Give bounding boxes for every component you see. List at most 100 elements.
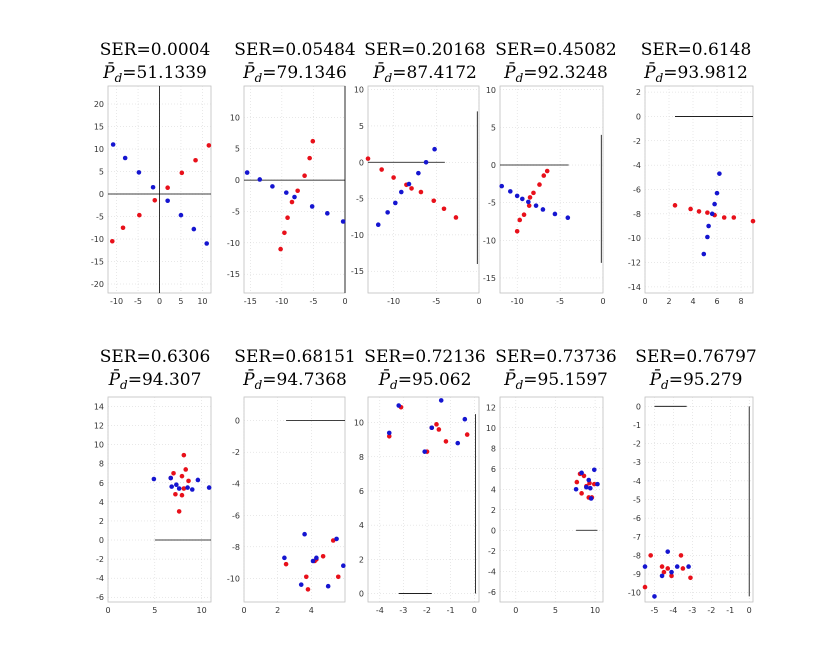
blue-data-point xyxy=(340,219,346,224)
y-tick-label: 2 xyxy=(636,88,641,97)
y-tick-label: -4 xyxy=(633,477,641,486)
subplot-title-ser: SER=0.05484 xyxy=(234,40,355,60)
blue-data-point xyxy=(399,189,404,195)
blue-data-point xyxy=(652,594,657,599)
red-data-point xyxy=(434,422,439,427)
y-tick-label: 15 xyxy=(94,123,104,132)
blue-data-point xyxy=(586,477,592,483)
red-data-point xyxy=(672,203,678,208)
blue-data-point xyxy=(709,211,715,217)
y-tick-label: 0 xyxy=(491,161,496,170)
red-data-point xyxy=(661,569,667,575)
x-tick-label: 2 xyxy=(275,606,280,615)
red-data-point xyxy=(179,170,185,176)
y-tick-label: -14 xyxy=(628,283,641,292)
y-tick-label: -10 xyxy=(351,231,364,240)
y-tick-label: -8 xyxy=(232,543,240,552)
x-tick-label: 5 xyxy=(553,606,558,615)
x-tick-label: 8 xyxy=(738,297,743,306)
blue-data-point xyxy=(282,555,287,561)
x-tick-label: 6 xyxy=(714,297,719,306)
red-data-point xyxy=(305,587,311,592)
blue-data-point xyxy=(195,477,201,483)
red-data-point xyxy=(688,206,693,212)
y-tick-label: -12 xyxy=(628,259,641,268)
red-data-point xyxy=(386,433,392,439)
x-tick-label: 0 xyxy=(747,606,752,615)
y-tick-label: 0 xyxy=(359,589,364,598)
x-tick-label: -5 xyxy=(432,297,440,306)
y-tick-label: 8 xyxy=(359,453,364,462)
y-tick-label: -6 xyxy=(232,511,240,520)
x-tick-label: -10 xyxy=(387,297,400,306)
blue-data-point xyxy=(423,159,429,165)
red-data-point xyxy=(320,553,326,559)
x-tick-label: 4 xyxy=(690,297,695,306)
y-tick-label: -15 xyxy=(227,270,240,279)
blue-data-point xyxy=(122,155,128,161)
blue-data-point xyxy=(659,573,665,579)
subplot-1: -10 -5 0 5 10 -20 -15 -10 -5 0 5 10 15 20 SER=0.0004P̄… xyxy=(91,40,212,306)
red-data-point xyxy=(514,228,520,234)
x-tick-label: 10 xyxy=(197,297,207,306)
y-tick-label: 5 xyxy=(359,122,364,131)
y-tick-label: 0 xyxy=(235,176,240,185)
y-tick-label: 0 xyxy=(491,526,496,535)
x-tick-label: -3 xyxy=(688,606,696,615)
subplot-title-pd: P̄d=79.1346 xyxy=(242,61,347,85)
x-tick-label: -3 xyxy=(399,606,407,615)
plot-frame xyxy=(243,396,346,603)
x-tick-label: -4 xyxy=(376,606,384,615)
subplot-title-pd: P̄d=95.279 xyxy=(649,368,743,392)
red-data-point xyxy=(365,156,371,161)
blue-data-point xyxy=(674,564,680,569)
y-tick-label: -3 xyxy=(633,458,641,467)
red-data-point xyxy=(171,470,176,476)
blue-data-point xyxy=(499,183,505,189)
red-data-point xyxy=(391,175,396,180)
y-tick-label: -10 xyxy=(483,236,496,245)
blue-data-point xyxy=(136,170,142,175)
x-tick-label: 0 xyxy=(157,297,162,306)
red-data-point xyxy=(579,491,584,496)
x-tick-label: 10 xyxy=(590,606,600,615)
x-tick-label: 0 xyxy=(600,297,605,306)
plot-frame xyxy=(367,396,480,603)
blue-data-point xyxy=(309,204,315,209)
y-tick-label: -10 xyxy=(227,239,240,248)
red-data-point xyxy=(678,553,684,558)
blue-data-point xyxy=(712,201,717,207)
y-tick-label: -10 xyxy=(628,589,641,598)
y-tick-label: -10 xyxy=(227,574,240,583)
y-tick-label: 8 xyxy=(491,444,496,453)
plot-frame xyxy=(367,85,480,294)
blue-data-point xyxy=(462,416,468,422)
red-data-point xyxy=(183,467,189,472)
y-tick-label: -5 xyxy=(232,207,240,216)
y-tick-label: 0 xyxy=(99,190,104,199)
blue-data-point xyxy=(310,558,316,564)
red-data-point xyxy=(721,215,727,220)
y-tick-label: 2 xyxy=(99,517,104,526)
blue-data-point xyxy=(579,470,584,476)
y-tick-label: -2 xyxy=(232,448,240,457)
subplot-title-pd: P̄d=51.1339 xyxy=(102,61,207,85)
red-data-point xyxy=(181,486,187,491)
blue-data-point xyxy=(455,440,461,446)
red-data-point xyxy=(574,479,580,485)
y-tick-label: 0 xyxy=(636,402,641,411)
y-tick-label: -4 xyxy=(488,567,496,576)
y-tick-label: -5 xyxy=(633,496,641,505)
blue-data-point xyxy=(526,199,531,205)
blue-data-point xyxy=(705,234,710,240)
subplot-title-ser: SER=0.73736 xyxy=(495,347,616,367)
red-data-point xyxy=(418,189,424,195)
blue-data-point xyxy=(110,142,116,147)
y-tick-label: -4 xyxy=(232,480,240,489)
y-tick-label: 5 xyxy=(235,145,240,154)
blue-data-point xyxy=(540,207,546,212)
subplot-title-ser: SER=0.72136 xyxy=(364,347,485,367)
x-tick-label: 4 xyxy=(309,606,314,615)
